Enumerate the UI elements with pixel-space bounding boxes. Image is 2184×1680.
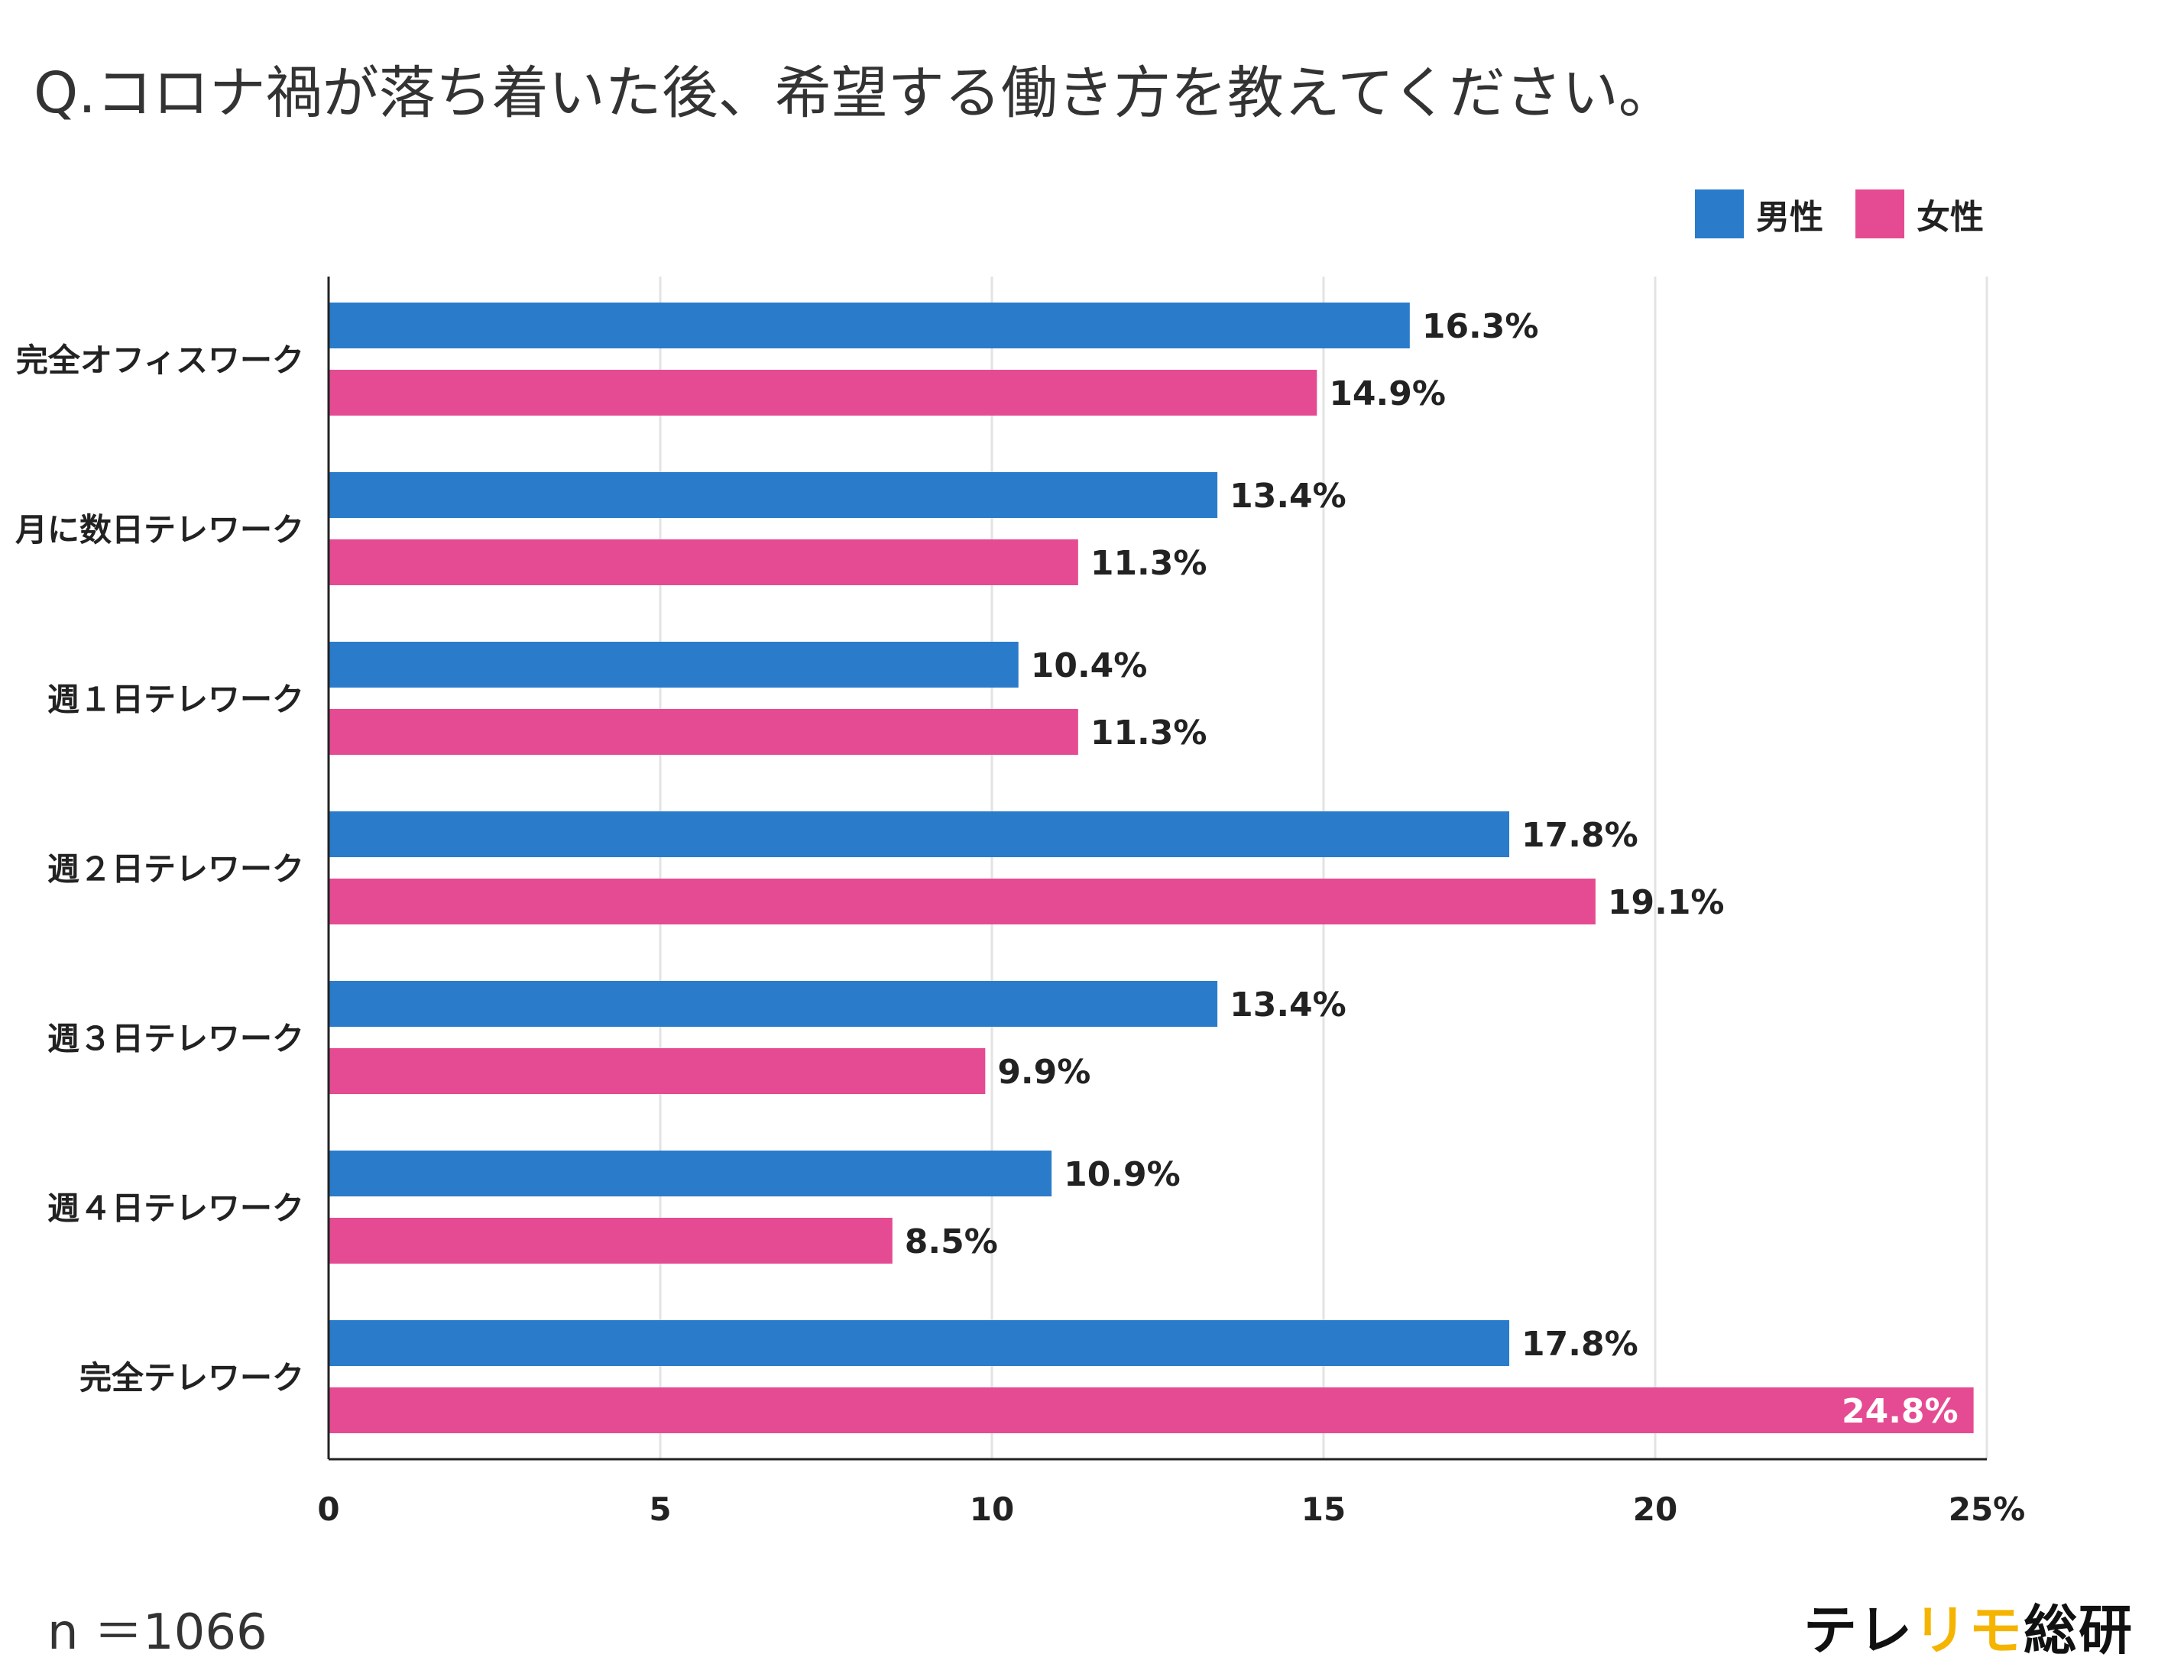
bar-female xyxy=(329,539,1078,585)
data-label: 14.9% xyxy=(1329,374,1446,413)
legend-item-female: 女性 xyxy=(1855,189,1984,238)
category-label: 週４日テレワーク xyxy=(47,1190,304,1227)
bar-male xyxy=(329,981,1218,1027)
data-label: 13.4% xyxy=(1230,477,1346,516)
x-tick-label: 20 xyxy=(1633,1491,1677,1528)
legend-swatch-female xyxy=(1855,189,1904,238)
legend-item-male: 男性 xyxy=(1695,189,1823,238)
bar-female xyxy=(329,1387,1974,1433)
bar-male xyxy=(329,1320,1510,1366)
category-label: 完全テレワーク xyxy=(79,1359,304,1397)
x-tick-label: 10 xyxy=(970,1491,1014,1528)
category-label: 週３日テレワーク xyxy=(47,1020,304,1057)
category-label: 週２日テレワーク xyxy=(47,850,304,888)
data-label: 10.9% xyxy=(1064,1155,1181,1194)
bar-male xyxy=(329,303,1410,348)
bar-female xyxy=(329,709,1078,755)
data-label: 8.5% xyxy=(905,1222,998,1261)
data-label: 11.3% xyxy=(1090,714,1207,753)
category-label: 完全オフィスワーク xyxy=(16,342,304,379)
brand-part-2: リモ xyxy=(1913,1599,2024,1662)
bar-female xyxy=(329,1048,986,1094)
data-label: 19.1% xyxy=(1608,883,1725,922)
x-tick-label: 0 xyxy=(317,1491,339,1528)
data-label: 24.8% xyxy=(1842,1392,1959,1431)
x-tick-label: 15 xyxy=(1301,1491,1346,1528)
data-label: 17.8% xyxy=(1521,816,1638,855)
x-tick-label: 25% xyxy=(1949,1491,2026,1528)
brand-part-3: 総研 xyxy=(2024,1599,2134,1662)
category-label: 週１日テレワーク xyxy=(47,681,304,718)
legend-label-male: 男性 xyxy=(1756,198,1823,237)
bar-male xyxy=(329,811,1510,857)
bar-male xyxy=(329,1151,1052,1196)
chart-title: Q.コロナ禍が落ち着いた後、希望する働き方を教えてください。 xyxy=(34,60,1675,126)
bar-male xyxy=(329,472,1218,518)
brand-part-1: テレ xyxy=(1803,1599,1913,1662)
sample-size-note: n ＝1066 xyxy=(47,1604,267,1661)
data-label: 9.9% xyxy=(997,1053,1090,1092)
data-label: 16.3% xyxy=(1422,307,1539,346)
data-label: 10.4% xyxy=(1031,646,1148,685)
bar-female xyxy=(329,370,1317,416)
data-label: 11.3% xyxy=(1090,544,1207,583)
bar-female xyxy=(329,879,1596,924)
bar-male xyxy=(329,642,1019,688)
legend-swatch-male xyxy=(1695,189,1744,238)
legend-label-female: 女性 xyxy=(1917,198,1984,237)
x-tick-label: 5 xyxy=(649,1491,671,1528)
brand-logo: テレリモ総研 xyxy=(1803,1588,2134,1665)
data-label: 13.4% xyxy=(1230,986,1346,1025)
legend: 男性 女性 xyxy=(1695,189,2016,238)
bar-female xyxy=(329,1218,893,1264)
data-label: 17.8% xyxy=(1521,1325,1638,1364)
category-label: 月に数日テレワーク xyxy=(15,511,304,549)
